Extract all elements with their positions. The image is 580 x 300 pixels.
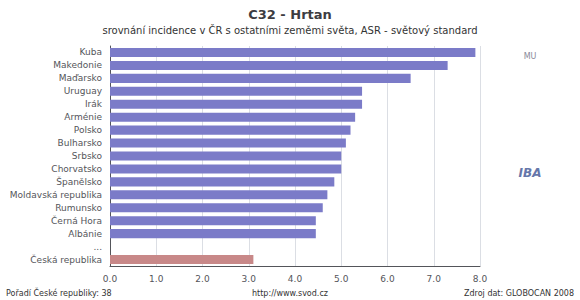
svg-text:0.0: 0.0 [103, 274, 118, 284]
svg-text:Moldavská republika: Moldavská republika [10, 190, 102, 200]
svg-text:Maďarsko: Maďarsko [59, 73, 103, 83]
svg-text:Bulharsko: Bulharsko [58, 138, 103, 148]
svg-text:Česká republika: Česká republika [30, 254, 102, 265]
svg-text:IBA: IBA [519, 166, 542, 180]
svg-text:Černá Hora: Černá Hora [51, 215, 102, 226]
svg-text:srovnání incidence v ČR s osta: srovnání incidence v ČR s ostatními země… [102, 24, 477, 36]
svg-text:7.0: 7.0 [427, 274, 442, 284]
svg-text:Srbsko: Srbsko [72, 151, 103, 161]
svg-text:Makedonie: Makedonie [53, 60, 102, 70]
svg-text:Polsko: Polsko [74, 125, 103, 135]
svg-text:Uruguay: Uruguay [64, 86, 103, 96]
svg-text:Kuba: Kuba [80, 47, 102, 57]
svg-text:Španělsko: Španělsko [56, 176, 102, 187]
svg-text:Arménie: Arménie [64, 112, 102, 122]
svg-text:Albánie: Albánie [68, 229, 102, 239]
svg-text:Pořadí České republiky: 38: Pořadí České republiky: 38 [6, 287, 112, 298]
svg-text:5.0: 5.0 [334, 274, 349, 284]
svg-text:8.0: 8.0 [473, 274, 488, 284]
svg-text:http://www.svod.cz: http://www.svod.cz [252, 289, 328, 298]
svg-text:...: ... [93, 242, 102, 252]
svg-text:3.0: 3.0 [242, 274, 257, 284]
svg-text:6.0: 6.0 [380, 274, 395, 284]
svg-text:Chorvatsko: Chorvatsko [51, 164, 102, 174]
svg-text:Irák: Irák [85, 99, 103, 109]
svg-text:4.0: 4.0 [288, 274, 303, 284]
svg-text:Zdroj dat: GLOBOCAN 2008: Zdroj dat: GLOBOCAN 2008 [464, 289, 574, 298]
svg-text:Rumunsko: Rumunsko [55, 203, 102, 213]
svg-text:C32 - Hrtan: C32 - Hrtan [248, 7, 332, 22]
svg-text:2.0: 2.0 [195, 274, 210, 284]
svg-text:MU: MU [524, 52, 537, 61]
svg-text:1.0: 1.0 [149, 274, 164, 284]
